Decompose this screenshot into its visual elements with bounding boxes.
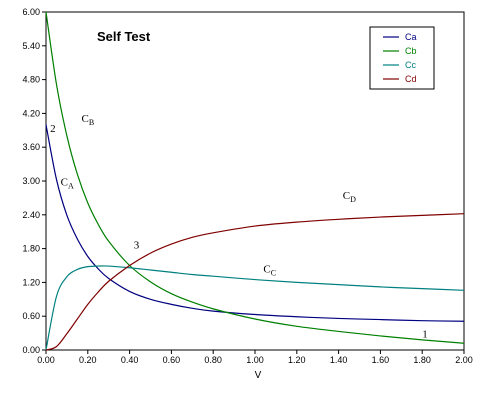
y-tick-label: 1.20 <box>22 277 40 287</box>
marker-2: 2 <box>50 123 56 135</box>
series-lines <box>45 11 465 351</box>
marker-1: 1 <box>422 329 428 341</box>
marker-3: 3 <box>134 240 140 252</box>
x-tick-label: 0.60 <box>163 355 181 365</box>
x-tick-label: 0.20 <box>79 355 97 365</box>
legend-label-cc: Cc <box>405 60 416 70</box>
series-line-ca <box>45 124 465 322</box>
y-tick-label: 4.20 <box>22 108 40 118</box>
x-axis-ticks: 0.00 0.20 0.40 0.60 0.80 1.00 1.20 1.40 1.60 1.80… <box>37 350 473 365</box>
legend-label-cb: Cb <box>405 46 417 56</box>
y-tick-label: 6.00 <box>22 7 40 17</box>
x-tick-label: 1.40 <box>330 355 348 365</box>
y-tick-label: 5.40 <box>22 41 40 51</box>
chart-title: Self Test <box>97 29 151 44</box>
curve-labels: CB CA CD CC <box>61 113 356 277</box>
y-tick-label: 3.60 <box>22 142 40 152</box>
series-line-cd <box>45 213 465 351</box>
legend-label-ca: Ca <box>405 32 417 42</box>
x-tick-label: 2.00 <box>455 355 473 365</box>
legend: Ca Cb Cc Cd <box>369 26 435 90</box>
y-tick-label: 4.80 <box>22 75 40 85</box>
x-axis-label: V <box>255 370 262 381</box>
y-tick-label: 0.60 <box>22 311 40 321</box>
y-tick-label: 0.00 <box>22 345 40 355</box>
legend-items: Ca Cb Cc Cd <box>383 32 417 84</box>
y-tick-label: 3.00 <box>22 176 40 186</box>
y-tick-label: 2.40 <box>22 210 40 220</box>
legend-box <box>369 26 435 90</box>
point-markers: 2 3 1 <box>50 123 428 341</box>
x-tick-label: 0.00 <box>37 355 55 365</box>
x-tick-label: 1.00 <box>246 355 264 365</box>
curve-label-cb: CB <box>82 113 95 127</box>
curve-label-cc: CC <box>263 263 276 277</box>
y-tick-label: 1.80 <box>22 244 40 254</box>
x-tick-label: 1.80 <box>413 355 431 365</box>
legend-label-cd: Cd <box>405 74 417 84</box>
series-line-cb <box>45 11 465 344</box>
x-tick-label: 0.40 <box>121 355 139 365</box>
curve-label-ca: CA <box>61 177 74 191</box>
curve-label-cd: CD <box>343 190 356 204</box>
x-tick-label: 1.20 <box>288 355 306 365</box>
y-axis-ticks: 0.00 0.60 1.20 1.80 2.40 3.00 3.60 4.20 4.80 5.40… <box>22 7 46 355</box>
x-tick-label: 0.80 <box>204 355 222 365</box>
x-tick-label: 1.60 <box>372 355 390 365</box>
series-line-cc <box>45 265 465 351</box>
